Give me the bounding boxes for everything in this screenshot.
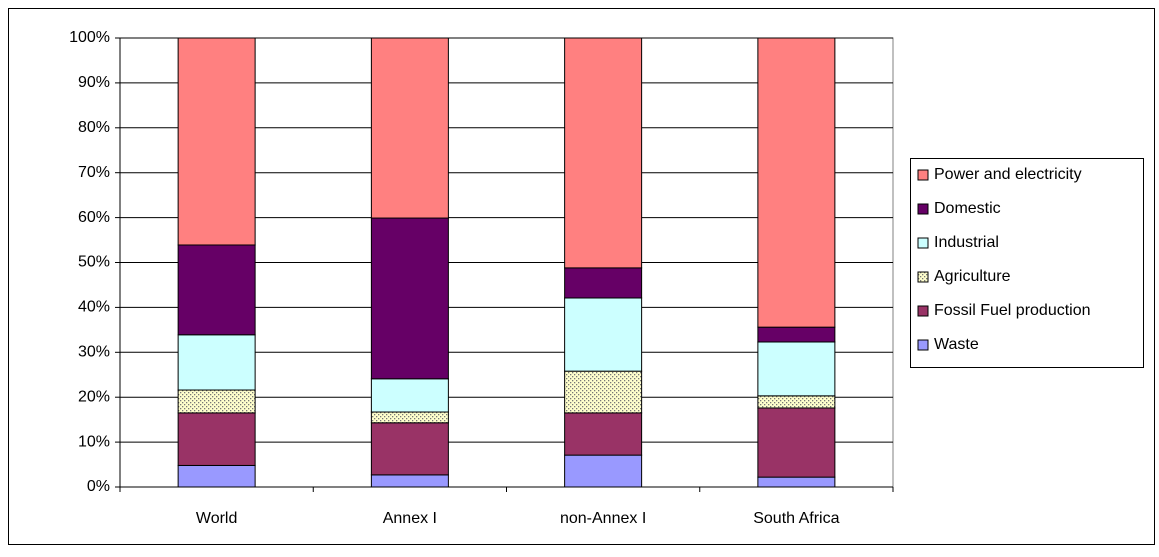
y-tick-label: 50% — [78, 254, 110, 271]
legend-swatch — [917, 271, 929, 283]
bar-segment — [757, 476, 836, 488]
y-tick-label: 30% — [78, 344, 110, 361]
bar-segment — [177, 244, 256, 336]
legend-label: Domestic — [934, 200, 1001, 217]
x-tick-label: non-Annex I — [560, 510, 646, 527]
bar-segment — [564, 370, 643, 414]
x-tick-label: World — [196, 510, 238, 527]
y-tick-label: 90% — [78, 74, 110, 91]
bar-segment — [757, 407, 836, 478]
legend-swatch — [917, 203, 929, 215]
bar-segment — [370, 378, 449, 413]
y-tick-label: 0% — [87, 478, 110, 495]
legend-label: Fossil Fuel production — [934, 302, 1091, 319]
x-tick-label: South Africa — [753, 510, 839, 527]
bar-segment — [177, 412, 256, 466]
y-tick-label: 10% — [78, 433, 110, 450]
legend-label: Power and electricity — [934, 166, 1082, 183]
bar-segment — [177, 389, 256, 414]
bar-segment — [177, 37, 256, 246]
y-tick-label: 60% — [78, 209, 110, 226]
bar-segment — [564, 297, 643, 372]
legend-swatch — [917, 169, 929, 181]
bar-segment — [757, 326, 836, 343]
y-tick-label: 100% — [69, 29, 110, 46]
legend-label: Agriculture — [934, 268, 1011, 285]
bar-segment — [757, 341, 836, 397]
bar-segment — [757, 37, 836, 328]
y-tick-label: 20% — [78, 388, 110, 405]
bar-segment — [370, 217, 449, 380]
bar-segment — [564, 454, 643, 488]
y-tick-label: 40% — [78, 299, 110, 316]
x-tick-label: Annex I — [383, 510, 437, 527]
bar-segment — [370, 37, 449, 219]
y-tick-label: 80% — [78, 119, 110, 136]
bar-segment — [564, 412, 643, 456]
y-tick-label: 70% — [78, 164, 110, 181]
bar-segment — [757, 395, 836, 409]
bar-segment — [370, 411, 449, 424]
legend-label: Waste — [934, 336, 979, 353]
legend-swatch — [917, 305, 929, 317]
bar-segment — [177, 464, 256, 488]
bar-segment — [564, 37, 643, 269]
legend-label: Industrial — [934, 234, 999, 251]
bar-segment — [370, 474, 449, 488]
bar-segment — [564, 267, 643, 299]
legend-swatch — [917, 339, 929, 351]
bar-segment — [177, 334, 256, 391]
legend-box — [910, 158, 1144, 368]
bar-segment — [370, 422, 449, 476]
legend-swatch — [917, 237, 929, 249]
